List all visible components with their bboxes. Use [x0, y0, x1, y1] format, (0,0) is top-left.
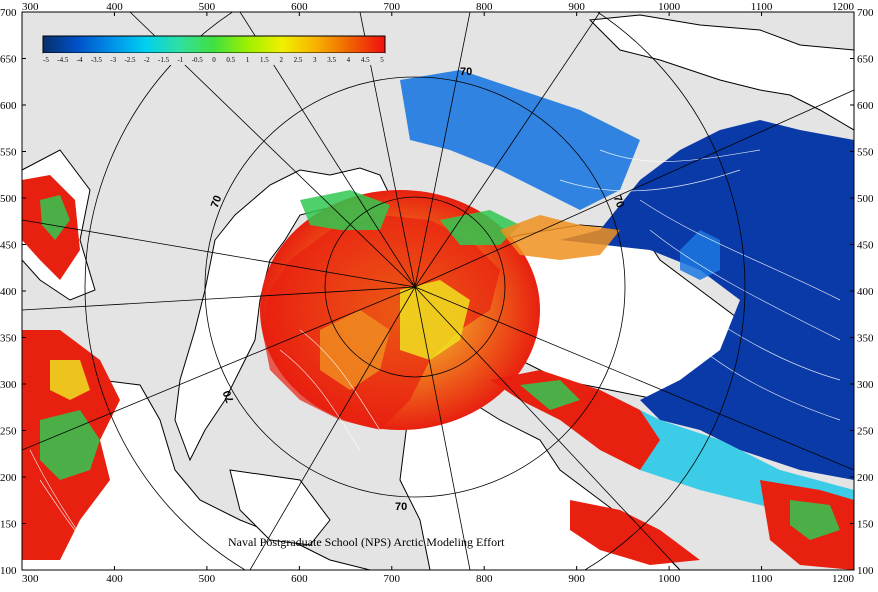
colorbar-label: -1 [177, 56, 183, 64]
colorbar-label: -3.5 [91, 56, 103, 64]
y-tick-label-right: 250 [857, 426, 874, 438]
red-shelf-region [262, 215, 500, 430]
y-tick-label-right: 300 [857, 379, 874, 391]
sea-bay [680, 230, 720, 280]
y-tick-label-left: 600 [0, 100, 17, 112]
x-tick-label-top: 800 [476, 1, 493, 13]
lat-circle-70 [324, 196, 506, 378]
x-tick-label-top: 500 [199, 1, 216, 13]
x-tick-label-bottom: 400 [106, 573, 123, 585]
x-tick-label-bottom: 900 [568, 573, 585, 585]
y-tick-label-left: 500 [0, 193, 17, 205]
colorbar-label: 0.5 [226, 56, 235, 64]
x-tick-label-bottom: 500 [199, 573, 216, 585]
west-yellow-region [50, 360, 90, 400]
y-tick-label-left: 700 [0, 7, 17, 19]
y-tick-label-left: 200 [0, 472, 17, 484]
y-tick-label-right: 200 [857, 472, 874, 484]
y-tick-label-left: 400 [0, 286, 17, 298]
colorbar-label: -2.5 [124, 56, 136, 64]
colorbar-label: 3.5 [327, 56, 336, 64]
y-tick-label-left: 550 [0, 147, 17, 159]
map-layers [22, 14, 854, 570]
colorbar-label: 4 [347, 56, 351, 64]
land-south-canada [229, 469, 331, 546]
colorbar-label: -3 [110, 56, 116, 64]
colorbar-label: -4.5 [57, 56, 69, 64]
y-tick-label-right: 600 [857, 100, 874, 112]
y-tick-label-right: 500 [857, 193, 874, 205]
west-top-green [40, 195, 70, 240]
y-tick-label-left: 150 [0, 519, 17, 531]
colorbar-label: -5 [43, 56, 49, 64]
southeast-green [790, 500, 840, 540]
sea-nordic [560, 120, 854, 480]
x-tick-label-top: 400 [106, 1, 123, 13]
lat-label-left: 70 [209, 194, 224, 210]
colorbar-label: -2 [144, 56, 150, 64]
colorbar-label: 4.5 [361, 56, 370, 64]
y-tick-label-right: 550 [857, 147, 874, 159]
lat-label-right: 70 [611, 194, 626, 210]
y-tick-label-left: 650 [0, 54, 17, 66]
colorbar-label: 1 [246, 56, 250, 64]
y-tick-label-right: 650 [857, 54, 874, 66]
x-tick-label-bottom: 1100 [751, 573, 773, 585]
colorbar-label: 0 [212, 56, 216, 64]
lat-label-bottom-left: 70 [221, 389, 236, 405]
x-tick-label-bottom: 1200 [832, 573, 855, 585]
land-scandinavia [588, 14, 854, 131]
colorbar-label: -4 [77, 56, 83, 64]
sea-barents [400, 70, 640, 210]
y-tick-label-left: 250 [0, 426, 17, 438]
x-tick-label-bottom: 700 [384, 573, 401, 585]
lat-label-top: 70 [460, 66, 472, 78]
y-tick-label-right: 700 [857, 7, 874, 19]
x-tick-label-bottom: 800 [476, 573, 493, 585]
west-green-region [40, 410, 100, 480]
x-tick-label-bottom: 600 [291, 573, 308, 585]
y-tick-label-left: 300 [0, 379, 17, 391]
colorbar-label: 2.5 [294, 56, 303, 64]
y-tick-label-right: 150 [857, 519, 874, 531]
green-patch-2 [440, 210, 520, 245]
lat-circle-60 [204, 76, 626, 498]
bathymetry-contours [29, 149, 841, 561]
x-tick-label-top: 1000 [658, 1, 681, 13]
x-tick-label-top: 600 [291, 1, 308, 13]
x-tick-label-top: 1100 [751, 1, 773, 13]
lat-circle-50 [84, 12, 746, 570]
colorbar-label: 1.5 [260, 56, 269, 64]
colorbar-label: 5 [380, 56, 384, 64]
bering-green [520, 380, 580, 410]
x-tick-label-top: 900 [568, 1, 585, 13]
orange-patch [320, 310, 390, 390]
y-tick-label-right: 100 [857, 565, 874, 577]
y-tick-label-left: 100 [0, 565, 17, 577]
colorbar-label: -1.5 [158, 56, 170, 64]
land-greenland [174, 167, 393, 462]
y-tick-label-right: 450 [857, 240, 874, 252]
colorbar-label: -0.5 [192, 56, 204, 64]
x-tick-label-top: 700 [384, 1, 401, 13]
colorbar-label: 3 [313, 56, 317, 64]
x-tick-label-bottom: 1000 [658, 573, 681, 585]
credit-text: Naval Postgraduate School (NPS) Arctic M… [228, 535, 505, 549]
colorbar: -5 -4.5 -4 -3.5 -3 -2.5 -2 -1.5 -1 -0.5 0 0.5 1 1.5 2 2… [42, 35, 386, 65]
colorbar-ramp [42, 35, 386, 54]
colorbar-label-strip [43, 53, 385, 65]
y-tick-label-left: 450 [0, 240, 17, 252]
y-tick-label-right: 350 [857, 333, 874, 345]
x-tick-label-top: 1200 [832, 1, 855, 13]
y-tick-label-right: 400 [857, 286, 874, 298]
shelf-strip [500, 215, 620, 260]
x-tick-label-top: 300 [22, 1, 39, 13]
x-tick-label-bottom: 300 [22, 573, 39, 585]
colorbar-label: 2 [279, 56, 283, 64]
green-patch-1 [300, 190, 390, 230]
lat-label-bottom: 70 [395, 501, 407, 513]
y-tick-label-left: 350 [0, 333, 17, 345]
